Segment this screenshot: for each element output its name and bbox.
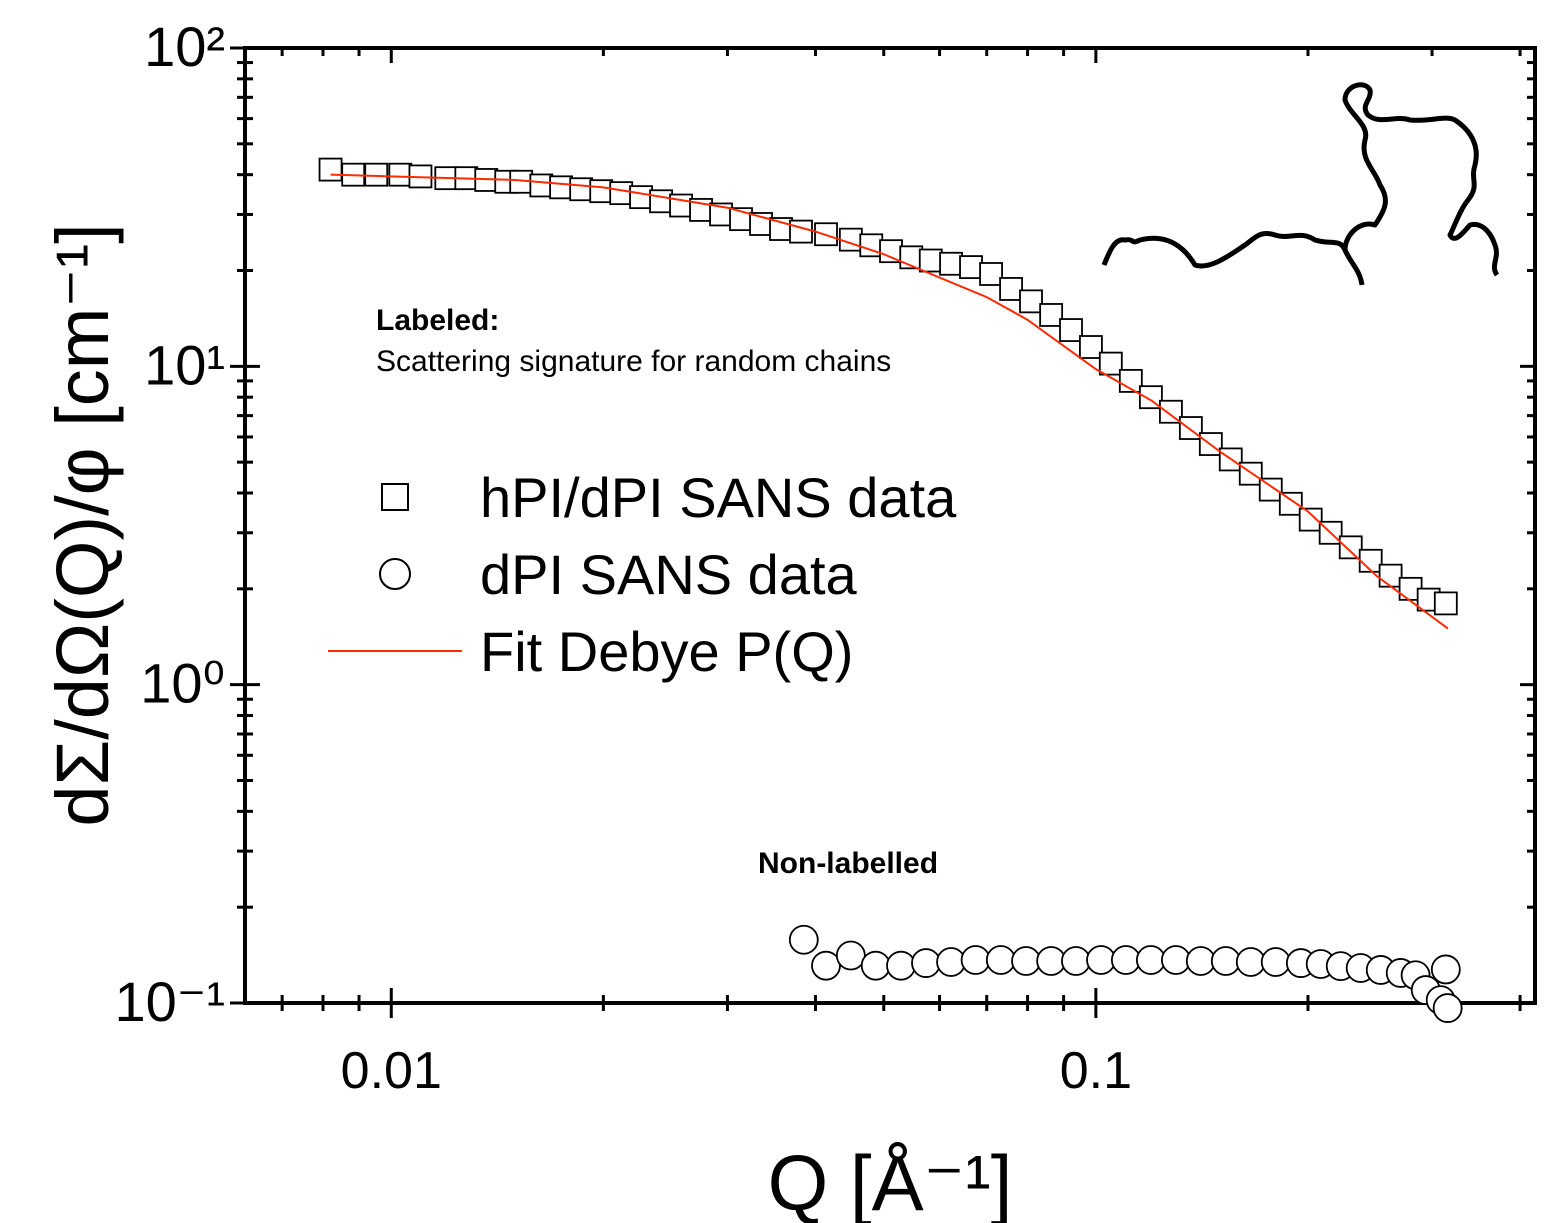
circle-point bbox=[1430, 954, 1461, 985]
circle-point bbox=[1086, 945, 1116, 975]
circle-point bbox=[788, 924, 819, 955]
legend-label: Fit Debye P(Q) bbox=[480, 620, 853, 683]
legend-marker bbox=[381, 483, 409, 511]
y-tick-label: 10⁻¹ bbox=[115, 970, 226, 1033]
circle-point bbox=[1185, 946, 1216, 976]
circle-point bbox=[1161, 945, 1191, 975]
circle-point bbox=[1135, 945, 1166, 975]
series-line bbox=[330, 173, 1449, 630]
fit-line bbox=[330, 173, 1449, 630]
circle-point bbox=[911, 948, 941, 978]
square-point bbox=[959, 255, 983, 279]
y-axis-title: dΣ/dΩ(Q)/φ [cm⁻¹] bbox=[41, 223, 124, 826]
square-point bbox=[589, 179, 614, 204]
x-tick-label: 0.01 bbox=[341, 1042, 442, 1100]
annotation: Scattering signature for random chains bbox=[376, 345, 891, 378]
square-point bbox=[629, 185, 653, 210]
square-point bbox=[879, 239, 903, 264]
circle-point bbox=[1432, 993, 1463, 1023]
square-point bbox=[529, 173, 554, 198]
square-point bbox=[549, 175, 574, 200]
y-tick-label: 10⁰ bbox=[140, 652, 225, 715]
square-point bbox=[649, 189, 673, 214]
circle-point bbox=[1260, 947, 1291, 977]
square-point bbox=[999, 277, 1023, 301]
square-point bbox=[939, 251, 963, 276]
circle-point bbox=[811, 950, 841, 981]
square-point bbox=[318, 157, 343, 182]
plot-frame bbox=[243, 46, 1537, 1005]
square-point bbox=[789, 219, 813, 244]
square-point bbox=[1338, 535, 1363, 560]
circle-point bbox=[1061, 946, 1091, 976]
y-tick-label: 10¹ bbox=[144, 333, 225, 396]
circle-point bbox=[960, 945, 991, 975]
square-point bbox=[364, 162, 389, 187]
circle-point bbox=[835, 940, 866, 971]
square-point bbox=[979, 262, 1003, 286]
square-point bbox=[1298, 507, 1323, 532]
square-point bbox=[1378, 563, 1403, 588]
x-tick-label: 0.1 bbox=[1060, 1042, 1132, 1100]
square-point bbox=[918, 248, 943, 273]
circle-point bbox=[1110, 945, 1141, 975]
series-circle bbox=[788, 924, 1463, 1023]
square-point bbox=[1358, 548, 1383, 573]
annotation: Non-labelled bbox=[758, 847, 938, 880]
square-point bbox=[1059, 318, 1083, 342]
legend-marker bbox=[379, 558, 411, 590]
circle-point bbox=[1210, 946, 1241, 976]
square-point bbox=[388, 162, 413, 187]
square-point bbox=[1079, 335, 1103, 359]
y-tick-label: 10² bbox=[144, 15, 225, 78]
legend-label: hPI/dPI SANS data bbox=[480, 466, 957, 529]
x-axis-title: Q [Å⁻¹] bbox=[768, 1139, 1013, 1223]
square-point bbox=[609, 181, 634, 206]
circle-point bbox=[886, 950, 916, 981]
square-point bbox=[1433, 591, 1458, 616]
square-point bbox=[1278, 491, 1303, 516]
chain-illustration bbox=[1101, 82, 1500, 286]
square-point bbox=[1159, 399, 1183, 424]
circle-point bbox=[1036, 946, 1067, 976]
square-point bbox=[1098, 351, 1123, 376]
circle-point bbox=[860, 950, 891, 981]
square-point bbox=[569, 177, 594, 202]
square-point bbox=[1039, 303, 1064, 327]
circle-point bbox=[1011, 946, 1041, 976]
square-point bbox=[838, 227, 863, 252]
square-point bbox=[1138, 385, 1163, 410]
square-point bbox=[1019, 289, 1043, 314]
square-point bbox=[1258, 477, 1283, 502]
annotation: Labeled: bbox=[376, 304, 499, 337]
legend-label: dPI SANS data bbox=[480, 543, 858, 606]
circle-point bbox=[1235, 947, 1266, 977]
circle-point bbox=[985, 945, 1016, 975]
